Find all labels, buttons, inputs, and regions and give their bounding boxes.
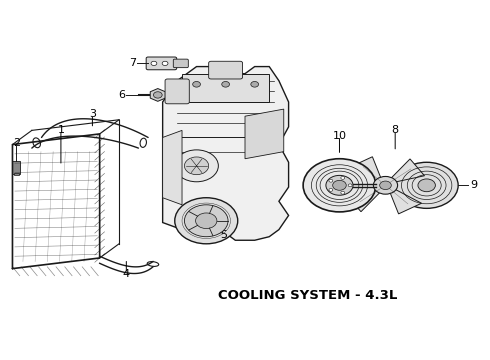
Polygon shape [163, 130, 182, 205]
Polygon shape [346, 188, 383, 212]
Text: 4: 4 [123, 269, 130, 279]
Circle shape [151, 61, 157, 66]
Circle shape [348, 184, 352, 187]
Circle shape [303, 159, 376, 212]
Text: 3: 3 [89, 109, 96, 120]
Circle shape [395, 162, 458, 208]
Text: 1: 1 [57, 125, 64, 135]
Text: 10: 10 [333, 131, 346, 141]
Circle shape [341, 176, 344, 179]
Text: 5: 5 [220, 230, 227, 240]
Polygon shape [389, 159, 424, 183]
Circle shape [329, 189, 333, 191]
Polygon shape [182, 74, 269, 102]
Circle shape [175, 198, 238, 244]
Circle shape [184, 205, 228, 237]
Text: 7: 7 [129, 58, 136, 68]
Circle shape [329, 179, 333, 182]
Polygon shape [349, 157, 382, 183]
Polygon shape [150, 89, 165, 101]
FancyBboxPatch shape [146, 57, 177, 70]
Circle shape [333, 180, 346, 190]
Circle shape [341, 191, 344, 194]
Circle shape [373, 176, 397, 194]
Text: 8: 8 [392, 125, 399, 135]
Circle shape [162, 61, 168, 66]
FancyBboxPatch shape [12, 161, 20, 174]
Text: COOLING SYSTEM - 4.3L: COOLING SYSTEM - 4.3L [218, 289, 398, 302]
Text: 2: 2 [13, 138, 20, 148]
Circle shape [184, 157, 209, 175]
FancyBboxPatch shape [173, 59, 188, 68]
Circle shape [193, 81, 200, 87]
Circle shape [380, 181, 392, 190]
Polygon shape [389, 188, 421, 214]
Circle shape [153, 92, 162, 98]
Circle shape [222, 81, 229, 87]
FancyBboxPatch shape [209, 61, 243, 79]
Circle shape [196, 213, 217, 229]
Polygon shape [163, 67, 289, 240]
Polygon shape [245, 109, 284, 159]
Circle shape [418, 179, 436, 192]
Circle shape [326, 175, 353, 195]
FancyBboxPatch shape [14, 172, 19, 175]
Text: 9: 9 [470, 180, 477, 190]
Circle shape [175, 150, 219, 182]
FancyBboxPatch shape [165, 79, 189, 104]
Text: 6: 6 [118, 90, 125, 100]
Circle shape [251, 81, 259, 87]
